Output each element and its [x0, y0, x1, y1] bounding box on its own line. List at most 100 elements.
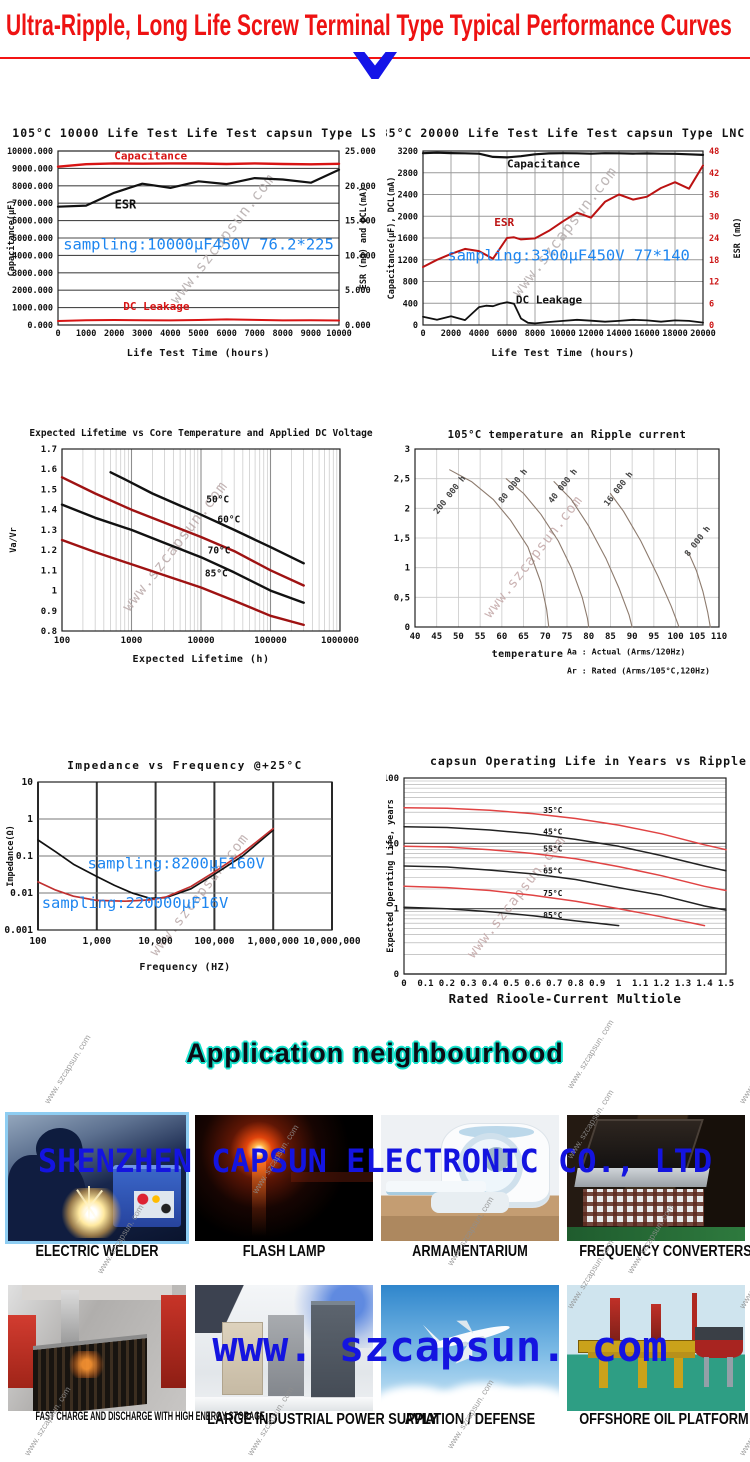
svg-text:60: 60 — [496, 632, 507, 642]
large-industrial-power-supply-art — [195, 1285, 373, 1411]
chart-imp: www.szcapsun.comsampling:8200µF160Vsampl… — [4, 759, 360, 973]
svg-text:6000.000: 6000.000 — [12, 217, 53, 227]
svg-text:Frequency (HZ): Frequency (HZ) — [139, 962, 230, 973]
svg-text:1,000,000: 1,000,000 — [247, 936, 299, 947]
svg-text:Expected Operating Life, years: Expected Operating Life, years — [386, 799, 396, 953]
svg-text:14000: 14000 — [606, 329, 632, 339]
svg-text:Ar : Rated (Arms/105°C,120Hz): Ar : Rated (Arms/105°C,120Hz) — [567, 665, 710, 675]
svg-text:0: 0 — [55, 329, 60, 339]
machine-top-rail — [22, 1285, 172, 1301]
svg-text:sampling:8200µF160V: sampling:8200µF160V — [88, 855, 265, 873]
svg-text:1.2: 1.2 — [41, 546, 57, 556]
svg-text:0.7: 0.7 — [546, 979, 562, 989]
aviation-defense-caption: AVIATION / DEFENSE — [404, 1411, 536, 1428]
svg-text:www.szcapsun.com: www.szcapsun.com — [481, 493, 586, 622]
svg-text:55°C: 55°C — [543, 844, 562, 853]
component-tray — [583, 1189, 705, 1226]
svg-text:200 000 h: 200 000 h — [432, 474, 468, 516]
svg-text:5.000: 5.000 — [345, 286, 371, 296]
svg-text:40: 40 — [410, 632, 421, 642]
svg-text:105°C 10000 Life Test Life Tes: 105°C 10000 Life Test Life Test capsun T… — [12, 126, 376, 140]
svg-text:36: 36 — [709, 191, 719, 201]
svg-text:70°C: 70°C — [208, 546, 231, 557]
platform-leg — [638, 1358, 648, 1389]
svg-text:45°C: 45°C — [543, 827, 562, 836]
svg-text:100: 100 — [54, 636, 70, 646]
showroom-floor — [195, 1397, 373, 1411]
svg-text:0.1: 0.1 — [16, 851, 33, 862]
derrick-tower — [609, 1297, 621, 1341]
svg-text:1.4: 1.4 — [41, 506, 58, 516]
svg-text:ESR (mΩ) and DCL(mA): ESR (mΩ) and DCL(mA) — [359, 187, 369, 289]
svg-text:sampling:220000µF16V: sampling:220000µF16V — [42, 894, 229, 912]
svg-text:85°C 20000 Life Test Life Test: 85°C 20000 Life Test Life Test capsun Ty… — [386, 126, 745, 140]
welding-machine-panel — [134, 1190, 174, 1219]
page-title: Ultra-Ripple, Long Life Screw Terminal T… — [6, 9, 732, 42]
svg-text:0,5: 0,5 — [394, 593, 410, 603]
svg-text:75: 75 — [562, 632, 573, 642]
svg-text:24: 24 — [709, 234, 719, 244]
svg-text:7000: 7000 — [244, 329, 264, 339]
svg-text:2: 2 — [405, 504, 410, 514]
svg-text:0.4: 0.4 — [482, 979, 499, 989]
armamentarium-art — [381, 1115, 559, 1241]
mri-blue-stripe — [459, 1126, 535, 1138]
frequency-converters-art — [567, 1115, 745, 1241]
electric-welder-caption: ELECTRIC WELDER — [35, 1243, 159, 1260]
svg-text:9000.000: 9000.000 — [12, 164, 53, 174]
header-divider — [0, 57, 750, 59]
svg-text:10: 10 — [22, 777, 34, 788]
flash-reflection — [251, 1157, 267, 1236]
svg-text:1.5: 1.5 — [718, 979, 734, 989]
svg-text:70: 70 — [540, 632, 551, 642]
svg-text:18000: 18000 — [662, 329, 688, 339]
svg-text:2000: 2000 — [398, 212, 418, 222]
svg-text:sampling:10000µF450V 76.2*225: sampling:10000µF450V 76.2*225 — [63, 235, 334, 253]
svg-text:0.001: 0.001 — [4, 925, 33, 936]
svg-text:100000: 100000 — [254, 636, 287, 646]
electric-welder-image — [5, 1112, 189, 1244]
svg-text:1,5: 1,5 — [394, 534, 410, 544]
svg-text:10000: 10000 — [326, 329, 352, 339]
frequency-converters-caption: FREQUENCY CONVERTERS — [579, 1243, 750, 1260]
svg-text:0.5: 0.5 — [503, 979, 519, 989]
svg-text:1000.000: 1000.000 — [12, 304, 53, 314]
svg-text:0.6: 0.6 — [525, 979, 541, 989]
svg-text:15.000: 15.000 — [345, 217, 376, 227]
svg-text:0: 0 — [709, 321, 714, 331]
dock-silhouette — [291, 1171, 373, 1182]
svg-text:110: 110 — [711, 632, 727, 642]
svg-text:6: 6 — [709, 299, 714, 309]
svg-text:0.01: 0.01 — [10, 888, 33, 899]
svg-text:capsun Operating Life in Year: capsun Operating Life in Years vs Ripple… — [430, 754, 750, 768]
svg-text:4000: 4000 — [469, 329, 489, 339]
svg-text:100: 100 — [386, 774, 399, 784]
svg-text:8000: 8000 — [273, 329, 293, 339]
svg-text:1000000: 1000000 — [321, 636, 359, 646]
svg-text:0: 0 — [413, 321, 418, 331]
svg-text:10000: 10000 — [550, 329, 576, 339]
machine-column — [61, 1290, 80, 1348]
svg-text:1.1: 1.1 — [41, 566, 57, 576]
svg-text:Capacitance: Capacitance — [114, 150, 187, 163]
svg-text:9000: 9000 — [301, 329, 321, 339]
svg-text:8000: 8000 — [525, 329, 545, 339]
flash-lamp-image — [195, 1115, 373, 1241]
svg-text:50: 50 — [453, 632, 464, 642]
svg-text:1600: 1600 — [398, 234, 418, 244]
svg-text:90: 90 — [627, 632, 638, 642]
svg-text:0.1: 0.1 — [417, 979, 433, 989]
svg-text:12: 12 — [709, 278, 719, 288]
svg-text:25.000: 25.000 — [345, 147, 376, 157]
svg-text:16 000 h: 16 000 h — [602, 470, 635, 508]
svg-text:1,000: 1,000 — [82, 936, 111, 947]
svg-text:Impedance(Ω): Impedance(Ω) — [6, 825, 16, 886]
svg-text:65°C: 65°C — [543, 866, 562, 875]
cutting-glow — [66, 1350, 106, 1379]
large-industrial-power-supply-caption: LARGE INDUSTRIAL POWER SUPPLY — [207, 1411, 439, 1428]
svg-text:1200: 1200 — [398, 256, 418, 266]
svg-text:42: 42 — [709, 169, 719, 179]
svg-text:12000: 12000 — [578, 329, 604, 339]
svg-text:75°C: 75°C — [543, 889, 562, 898]
